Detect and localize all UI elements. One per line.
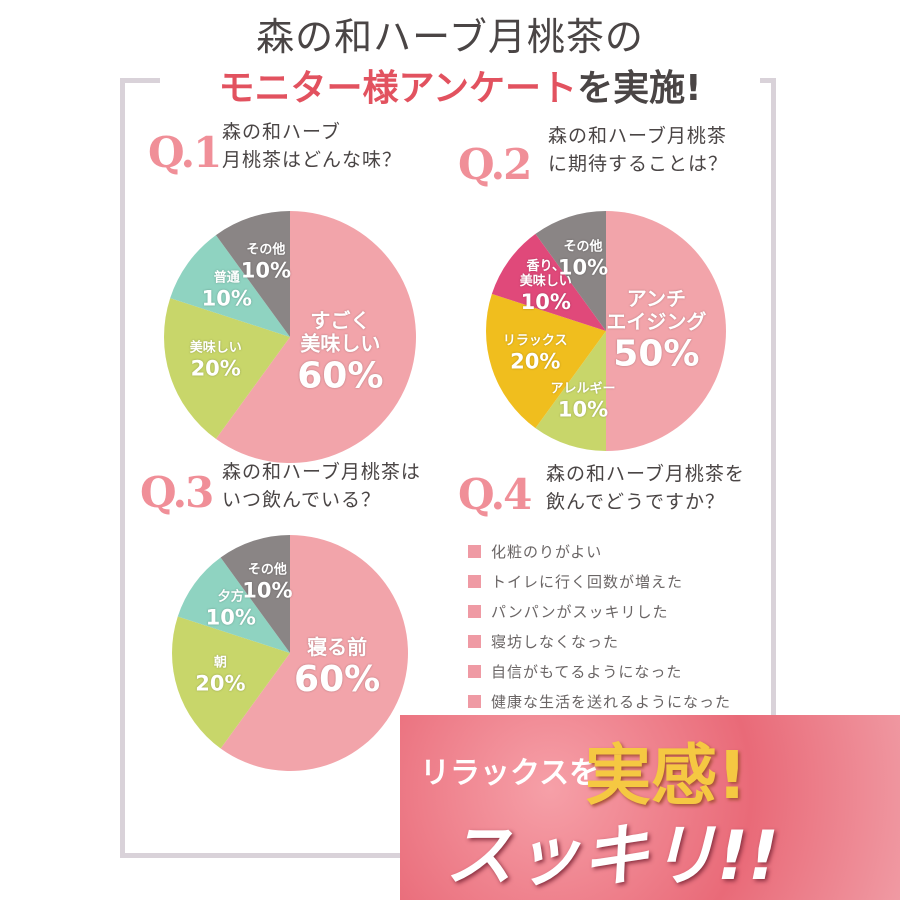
subtitle: モニター様アンケートを実施! (160, 62, 760, 116)
bullet (468, 545, 481, 558)
banner-text: スッキリ!! (445, 817, 780, 896)
pie-slice (491, 233, 606, 331)
slice-category: 寝る前 (307, 635, 368, 660)
slice-value: 50% (613, 333, 700, 375)
pie-slice (220, 535, 290, 653)
slice-value: 10% (240, 258, 291, 283)
slice-label: 香り、 美味しい 10% (519, 259, 572, 315)
list-item: トイレに行く回数が増えた (468, 571, 683, 592)
item-text: トイレに行く回数が増えた (491, 573, 684, 591)
q-label: Q.4 (458, 470, 532, 519)
slice-label: その他 10% (240, 242, 291, 283)
slice-label: アンチ エイジング 50% (606, 286, 707, 375)
item-text: 化粧のりがよい (491, 543, 603, 561)
item-text: 健康な生活を送れるようになった (491, 693, 732, 711)
item-text: 自信がもてるようになった (491, 663, 683, 681)
pie-slice (535, 331, 606, 451)
slice-value: 10% (557, 397, 609, 422)
item-text: 寝坊しなくなった (491, 633, 620, 651)
pie-slice (486, 293, 606, 429)
pie-slice (535, 211, 606, 331)
slice-category: 普通 (213, 270, 240, 286)
slice-label: すごく 美味しい 60% (297, 308, 384, 397)
bullet (468, 635, 481, 648)
slice-label: 朝 20% (195, 655, 246, 695)
slice-label: その他 10% (242, 562, 293, 603)
slice-label: 寝る前 60% (294, 635, 381, 701)
q-label: Q.1 (148, 128, 222, 177)
bullet (468, 575, 481, 588)
slice-category: 夕方 (217, 589, 244, 605)
slice-label: 夕方 10% (205, 589, 256, 630)
slice-value: 20% (195, 670, 246, 695)
slice-value: 10% (242, 578, 293, 603)
pie-slice (164, 298, 290, 439)
subtitle-highlight: モニター様アンケート (218, 68, 578, 109)
q-title: 森の和ハーブ月桃茶は いつ飲んでいる？ (222, 461, 421, 511)
bullet (468, 605, 481, 618)
list-item: パンパンがスッキリした (468, 601, 669, 622)
title: 森の和ハーブ月桃茶の (256, 15, 644, 59)
list-item: 自信がもてるようになった (468, 661, 682, 682)
slice-category: リラックス (502, 333, 568, 349)
bullet (468, 695, 481, 708)
pie-slice (170, 235, 290, 337)
q-label: Q.3 (140, 468, 214, 517)
slice-label: 普通 10% (201, 270, 252, 311)
pie-slice (172, 616, 290, 749)
slice-value: 10% (520, 290, 571, 315)
slice-value: 20% (190, 356, 241, 381)
pie-slice (215, 211, 290, 337)
banner-highlight: 実感! (585, 737, 748, 814)
slice-label: アレルギー 10% (550, 381, 616, 422)
subtitle-rest: を実施! (577, 68, 702, 109)
slice-category: アンチ エイジング (606, 286, 707, 334)
pie-slice (215, 211, 417, 464)
list-item: 化粧のりがよい (468, 541, 602, 562)
q-title: 森の和ハーブ月桃茶を 飲んでどうですか？ (546, 463, 745, 513)
slice-label: その他 10% (557, 239, 609, 280)
slice-category: アレルギー (550, 381, 616, 397)
slice-category: その他 (247, 562, 287, 578)
slice-label: リラックス 20% (502, 333, 568, 374)
item-text: パンパンがスッキリした (491, 603, 669, 621)
slice-value: 10% (205, 605, 256, 630)
slice-value: 60% (297, 355, 384, 397)
banner (400, 715, 900, 900)
slice-value: 10% (201, 286, 252, 311)
q-title: 森の和ハーブ月桃茶 に期待することは？ (548, 125, 729, 175)
list-item: 寝坊しなくなった (468, 631, 619, 652)
pie-slice (177, 557, 290, 653)
slice-label: 美味しい 20% (189, 340, 242, 381)
slice-value: 10% (557, 255, 609, 280)
q-label: Q.2 (458, 140, 532, 189)
slice-category: その他 (563, 239, 603, 255)
slice-value: 20% (510, 349, 561, 374)
slice-category: その他 (246, 242, 286, 258)
pie-slice (606, 211, 726, 451)
slice-value: 60% (294, 659, 381, 701)
pie-slice (220, 535, 409, 771)
slice-category: 香り、 美味しい (519, 259, 572, 290)
list-item: 健康な生活を送れるようになった (468, 691, 731, 712)
slice-category: 美味しい (189, 340, 242, 356)
banner-text: リラックスを (420, 756, 600, 791)
bullet (468, 665, 481, 678)
slice-category: すごく 美味しい (300, 308, 381, 356)
q-title: 森の和ハーブ 月桃茶はどんな味？ (222, 121, 403, 171)
slice-category: 朝 (213, 655, 227, 671)
